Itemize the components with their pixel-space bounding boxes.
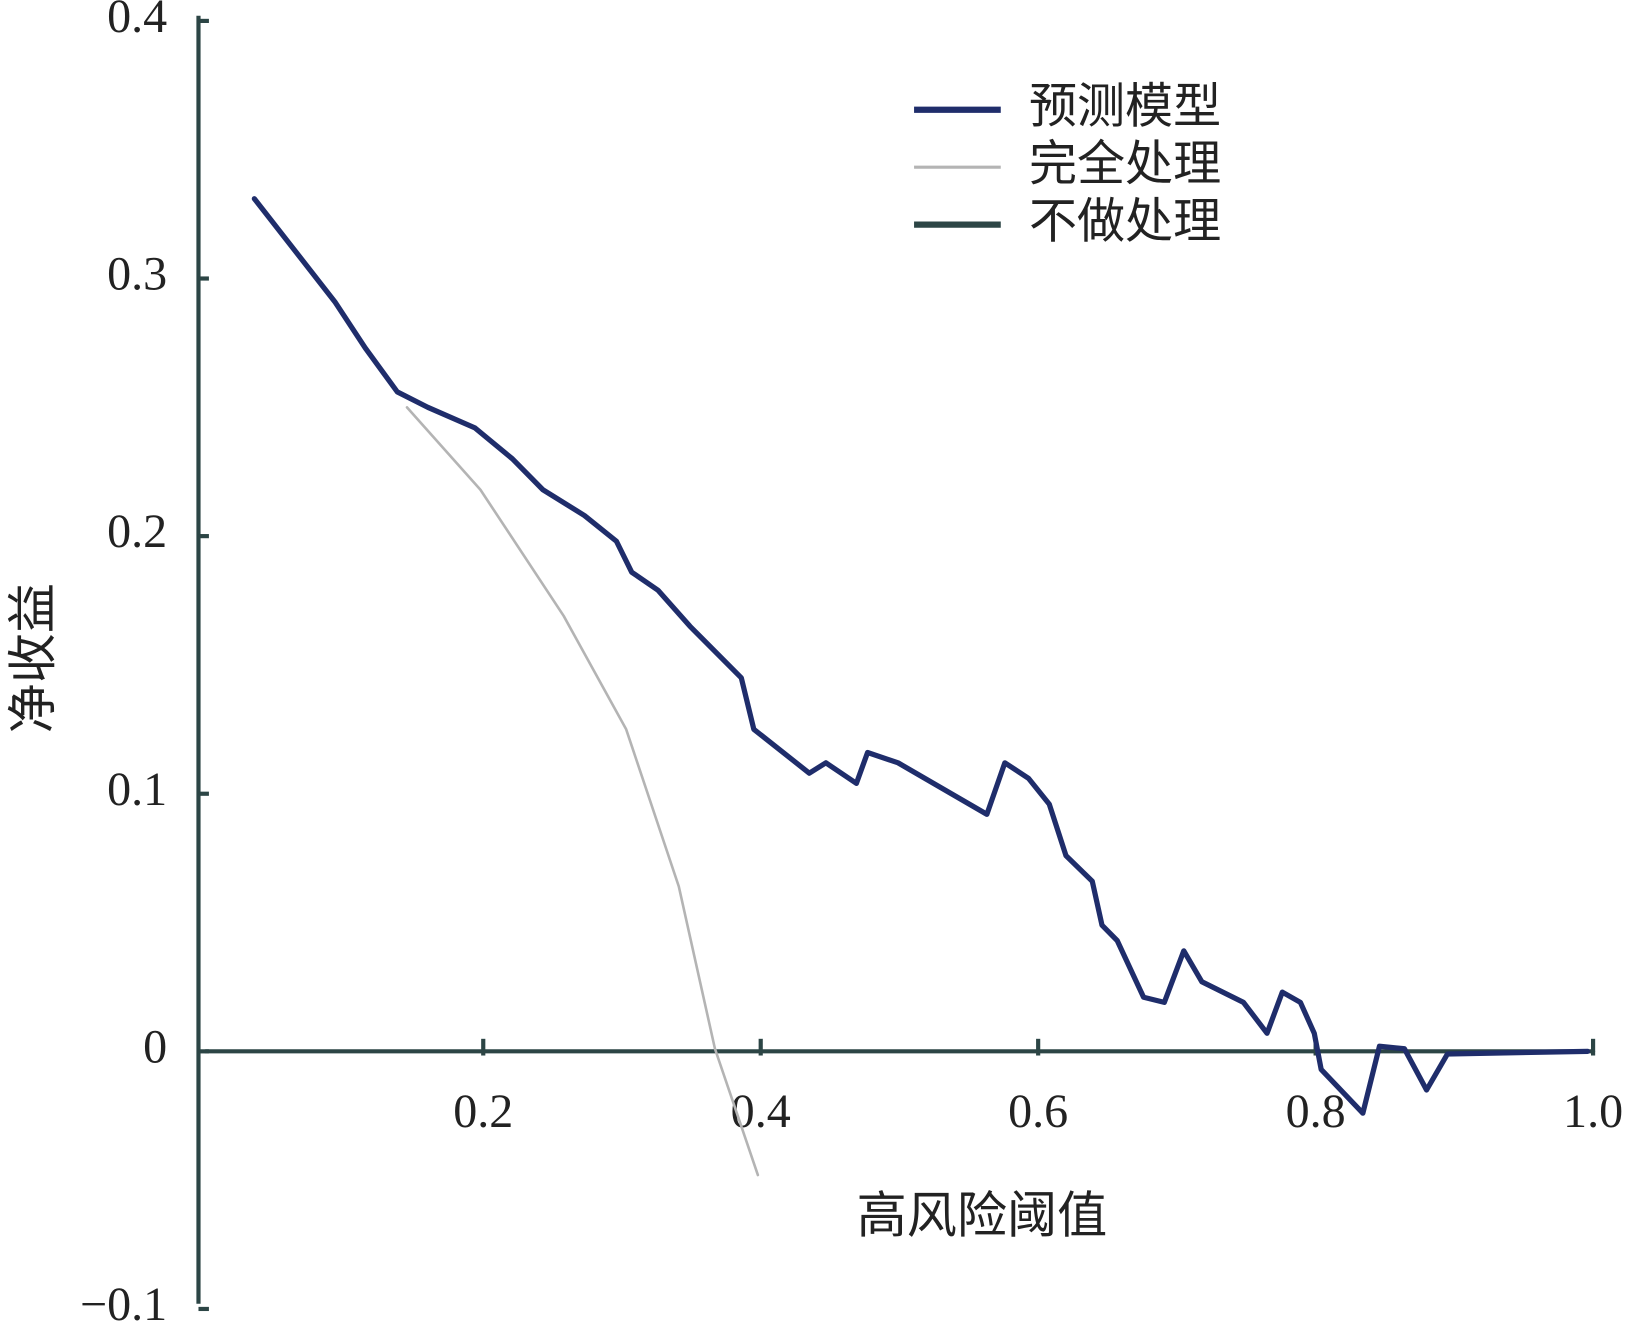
- series-line: [405, 406, 760, 1177]
- x-tick-label: 0.8: [1286, 1085, 1346, 1138]
- series-line: [251, 196, 1591, 1116]
- x-tick-label: 0.6: [1008, 1085, 1068, 1138]
- y-axis-label: 净收益: [3, 583, 62, 733]
- legend-label: 预测模型: [1029, 79, 1221, 135]
- x-tick-label: 0.4: [731, 1085, 791, 1138]
- y-tick-label: −0.1: [80, 1278, 167, 1331]
- legend-label: 完全处理: [1029, 136, 1221, 192]
- y-tick-label: 0.3: [107, 248, 167, 301]
- y-tick-label: 0: [143, 1020, 167, 1073]
- x-tick-label: 1.0: [1563, 1085, 1623, 1138]
- x-tick-label: 0.2: [453, 1085, 513, 1138]
- legend-label: 不做处理: [1029, 194, 1221, 250]
- y-tick-label: 0.2: [107, 505, 167, 558]
- x-axis-label: 高风险阈值: [857, 1186, 1108, 1245]
- y-tick-label: 0.1: [107, 763, 167, 816]
- y-tick-label: 0.4: [107, 0, 167, 43]
